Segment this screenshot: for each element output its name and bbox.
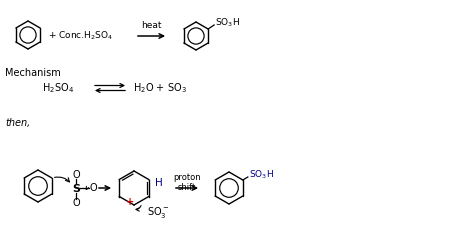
Text: then,: then, bbox=[5, 118, 30, 128]
Text: shift: shift bbox=[178, 183, 196, 192]
Text: O: O bbox=[90, 183, 98, 193]
Text: +: + bbox=[126, 197, 134, 207]
Text: O: O bbox=[72, 170, 80, 180]
Text: O: O bbox=[72, 198, 80, 208]
Text: heat: heat bbox=[141, 21, 161, 30]
Text: proton: proton bbox=[173, 173, 201, 182]
Text: H$_2$SO$_4$: H$_2$SO$_4$ bbox=[42, 81, 74, 95]
Text: H: H bbox=[155, 178, 163, 188]
Text: Mechanism: Mechanism bbox=[5, 68, 61, 78]
Text: S: S bbox=[72, 184, 80, 194]
Text: SO$_3^-$: SO$_3^-$ bbox=[147, 205, 169, 221]
Text: + Conc.H$_2$SO$_4$: + Conc.H$_2$SO$_4$ bbox=[48, 30, 113, 42]
Text: SO$_3$H: SO$_3$H bbox=[249, 169, 274, 181]
Text: H$_2$O + SO$_3$: H$_2$O + SO$_3$ bbox=[133, 81, 187, 95]
Text: SO$_3$H: SO$_3$H bbox=[215, 17, 240, 29]
